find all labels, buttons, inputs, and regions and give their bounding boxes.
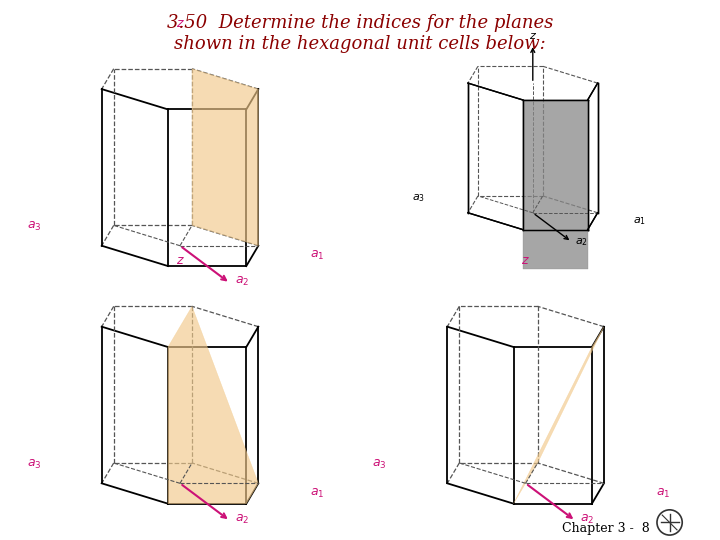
Text: $a_3$: $a_3$ (27, 220, 41, 233)
Text: $a_1$: $a_1$ (310, 487, 325, 500)
Text: $z$: $z$ (176, 254, 184, 267)
Polygon shape (168, 306, 258, 504)
Text: 3.50  Determine the indices for the planes: 3.50 Determine the indices for the plane… (167, 14, 553, 31)
Text: $a_1$: $a_1$ (310, 249, 325, 262)
Text: $a_2$: $a_2$ (580, 513, 595, 526)
Text: Chapter 3 -  8: Chapter 3 - 8 (562, 522, 649, 535)
Text: $a_3$: $a_3$ (372, 458, 387, 471)
Polygon shape (513, 327, 604, 504)
Polygon shape (192, 69, 258, 246)
Polygon shape (523, 100, 588, 268)
Text: $z$: $z$ (521, 254, 530, 267)
Text: $a_3$: $a_3$ (27, 458, 41, 471)
Text: $z$: $z$ (528, 31, 537, 41)
Text: $a_3$: $a_3$ (413, 192, 426, 204)
Text: $a_1$: $a_1$ (634, 215, 647, 226)
Text: $a_1$: $a_1$ (656, 487, 670, 500)
Text: $a_2$: $a_2$ (575, 236, 588, 248)
Text: $z$: $z$ (176, 17, 184, 30)
Text: $a_2$: $a_2$ (235, 513, 249, 526)
Text: $a_2$: $a_2$ (235, 275, 249, 288)
Text: shown in the hexagonal unit cells below:: shown in the hexagonal unit cells below: (174, 35, 546, 53)
